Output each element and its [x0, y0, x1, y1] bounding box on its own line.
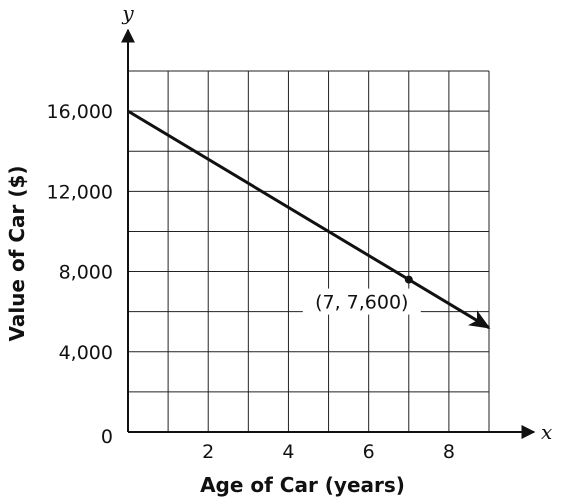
x-tick-label: 4 — [282, 441, 294, 463]
y-axis-title: Value of Car ($) — [5, 165, 29, 341]
tick-labels: 2 4 6 8 4,000 8,000 12,000 16,000 — [47, 101, 455, 463]
x-tick-label: 2 — [202, 441, 214, 463]
origin-label: 0 — [101, 426, 113, 448]
y-tick-label: 8,000 — [59, 262, 113, 284]
series — [127, 109, 491, 329]
x-tick-label: 8 — [443, 441, 455, 463]
axes — [121, 28, 536, 439]
y-tick-label: 12,000 — [47, 181, 113, 203]
x-tick-label: 6 — [363, 441, 375, 463]
y-tick-label: 4,000 — [59, 342, 113, 364]
point-label-background — [302, 288, 421, 315]
series-line — [127, 109, 491, 329]
y-axis-variable: y — [121, 1, 134, 25]
points: (7, 7,600) — [302, 275, 421, 315]
grid — [127, 70, 490, 433]
y-tick-label: 16,000 — [47, 101, 113, 123]
x-axis-variable: x — [541, 420, 552, 444]
x-axis-title: Age of Car (years) — [200, 473, 405, 497]
data-point — [404, 275, 413, 284]
point-label: (7, 7,600) — [315, 292, 408, 314]
